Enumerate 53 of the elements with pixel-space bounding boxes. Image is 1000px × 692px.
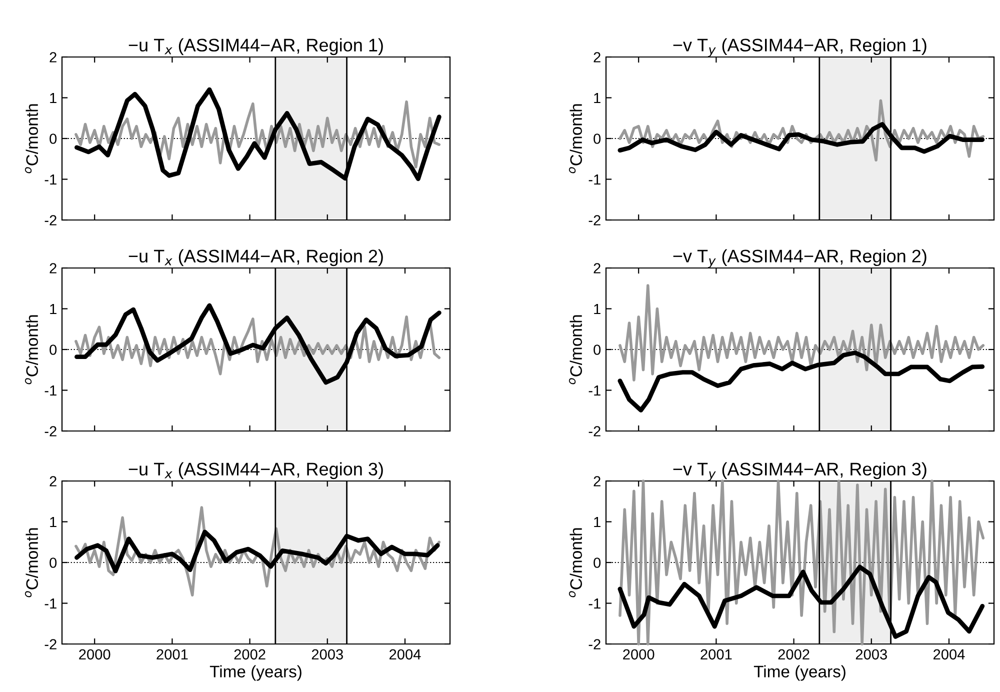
x-tick-label: 2000	[79, 649, 110, 660]
y-tick-label: 0	[594, 134, 601, 144]
y-tick-label: -1	[44, 598, 56, 609]
y-tick-label: -2	[44, 639, 56, 650]
y-tick-label: 1	[50, 304, 56, 314]
y-tick-label: 1	[594, 304, 600, 314]
y-tick-label: 2	[594, 52, 600, 62]
x-tick-label: 2003	[312, 649, 343, 660]
chart-title: −u T$_{x}$ (ASSIM44−AR, Region 2)	[128, 249, 383, 266]
x-tick-label: 2002	[234, 649, 266, 660]
y-tick-label: 2	[594, 263, 600, 274]
chart-title: −u T$_{x}$ (ASSIM44−AR, Region 1)	[128, 38, 383, 56]
y-tick-label: -1	[588, 174, 600, 185]
y-axis-title: $^{o}$C/month	[24, 104, 38, 174]
y-tick-label: -2	[44, 426, 56, 436]
y-tick-label: 2	[50, 52, 56, 62]
y-tick-label: 0	[50, 344, 57, 355]
y-tick-label: -2	[588, 426, 600, 436]
y-tick-label: -2	[588, 639, 600, 650]
x-tick-label: 2001	[700, 649, 732, 660]
y-tick-label: -2	[588, 215, 600, 226]
y-tick-label: 1	[50, 93, 56, 104]
y-tick-label: 2	[50, 476, 56, 486]
y-axis-title: $^{o}$C/month	[24, 528, 38, 598]
x-tick-label: 2003	[856, 649, 887, 660]
y-tick-label: -2	[44, 215, 56, 226]
y-tick-label: 1	[594, 517, 600, 528]
y-tick-label: 2	[50, 263, 56, 274]
y-axis-title: $^{o}$C/month	[568, 528, 582, 598]
x-tick-label: 2004	[390, 649, 421, 660]
y-tick-label: 0	[50, 134, 57, 144]
y-tick-label: 0	[594, 558, 601, 568]
chart-title: −u T$_{x}$ (ASSIM44−AR, Region 3)	[128, 462, 383, 480]
line-series	[618, 284, 985, 382]
x-axis-title: Time (years)	[754, 665, 846, 681]
x-axis-title: Time (years)	[210, 665, 302, 681]
y-tick-label: -1	[588, 386, 600, 396]
x-tick-label: 2004	[934, 649, 965, 660]
y-tick-label: 2	[594, 476, 600, 486]
y-tick-label: -1	[44, 174, 56, 185]
line-series	[618, 480, 985, 646]
x-tick-label: 2000	[623, 649, 654, 660]
y-tick-label: 0	[594, 344, 601, 355]
y-axis-title: $^{o}$C/month	[568, 104, 582, 174]
y-tick-label: -1	[44, 386, 56, 396]
x-tick-label: 2002	[778, 649, 810, 660]
y-tick-label: -1	[588, 598, 600, 609]
y-axis-title: $^{o}$C/month	[568, 315, 582, 384]
y-tick-label: 1	[594, 93, 600, 104]
y-tick-label: 0	[50, 558, 57, 568]
y-tick-label: 1	[50, 517, 56, 528]
x-tick-label: 2001	[156, 649, 188, 660]
y-axis-title: $^{o}$C/month	[24, 315, 38, 384]
